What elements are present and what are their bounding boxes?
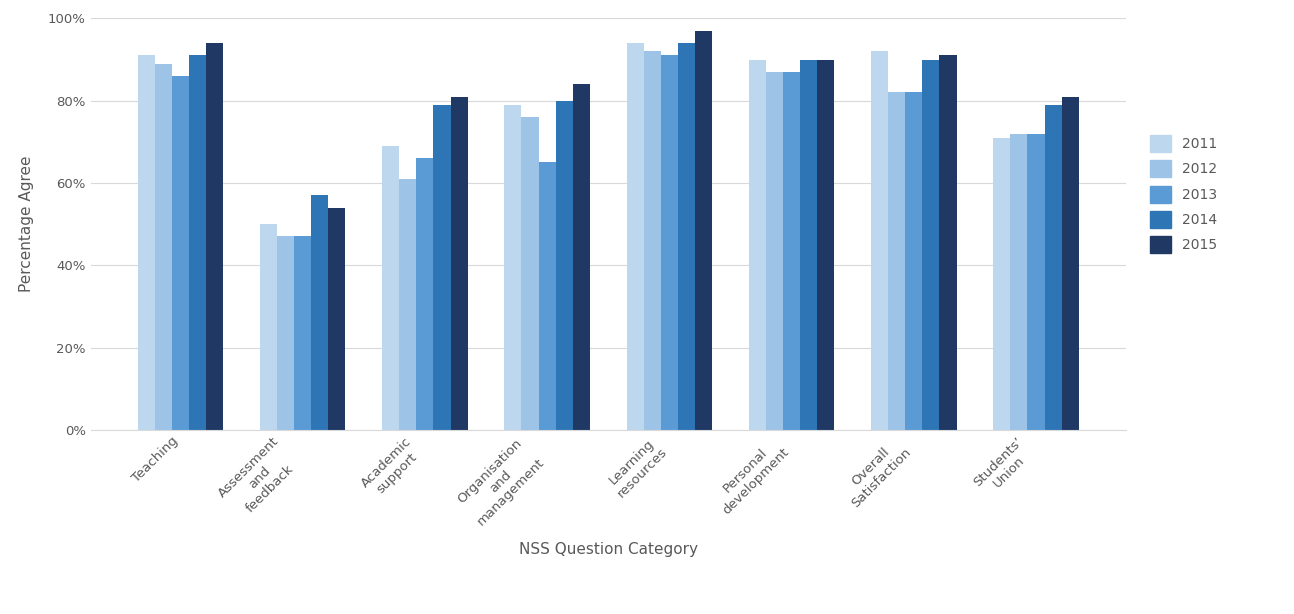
X-axis label: NSS Question Category: NSS Question Category [519,542,697,557]
Bar [505,105,521,430]
Bar [661,55,678,430]
Bar [923,60,939,430]
Bar [311,195,329,430]
Bar [155,64,172,430]
Bar [573,84,590,430]
Bar [643,52,661,430]
Bar [1061,96,1079,430]
Bar [626,43,643,430]
Bar [382,146,399,430]
Bar [678,43,695,430]
Bar [749,60,766,430]
Bar [818,60,835,430]
Bar [294,236,311,430]
Bar [329,208,345,430]
Bar [189,55,206,430]
Bar [555,101,573,430]
Bar [1044,105,1061,430]
Bar [206,43,223,430]
Bar [766,72,783,430]
Bar [172,76,189,430]
Legend: 2011, 2012, 2013, 2014, 2015: 2011, 2012, 2013, 2014, 2015 [1143,128,1224,260]
Bar [939,55,956,430]
Bar [417,158,433,430]
Y-axis label: Percentage Agree: Percentage Agree [19,156,34,292]
Bar [260,224,277,430]
Bar [888,93,906,430]
Bar [521,117,538,430]
Bar [1011,134,1027,430]
Bar [450,96,467,430]
Bar [994,138,1011,430]
Bar [137,55,155,430]
Bar [433,105,450,430]
Bar [538,162,555,430]
Bar [399,179,417,430]
Bar [800,60,818,430]
Bar [871,52,888,430]
Bar [1027,134,1044,430]
Bar [277,236,294,430]
Bar [906,93,923,430]
Bar [783,72,800,430]
Bar [695,31,712,430]
